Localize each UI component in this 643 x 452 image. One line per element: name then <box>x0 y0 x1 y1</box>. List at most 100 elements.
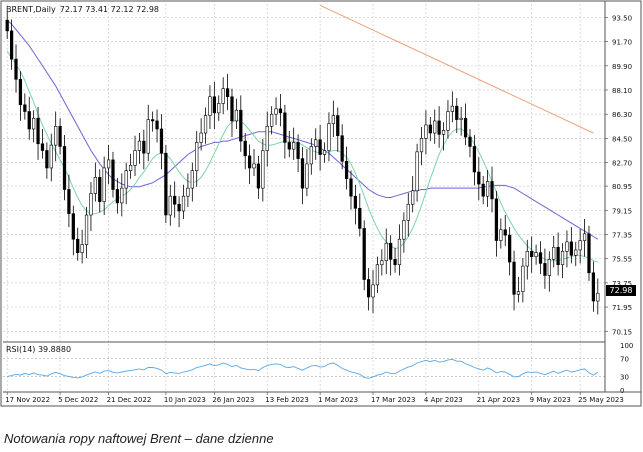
candle-up <box>265 126 269 151</box>
candle-down <box>336 115 340 137</box>
y-tick-label: 86.30 <box>612 111 632 119</box>
y-tick-label: 77.35 <box>612 231 632 239</box>
candle-down <box>177 203 181 212</box>
candles <box>5 12 600 315</box>
candle-down <box>62 146 67 190</box>
axes: 93.50 91.70 89.90 88.10 86.30 84.50 82.70 80.95… <box>5 14 633 404</box>
candle-up <box>84 214 89 245</box>
candle-up <box>441 130 446 135</box>
candle-down <box>358 207 362 229</box>
candle-up <box>516 291 521 295</box>
candle-down <box>23 104 27 112</box>
candle-down <box>366 279 371 298</box>
candle-down <box>283 112 287 143</box>
candle-down <box>159 128 164 154</box>
candle-up <box>106 159 111 169</box>
candle-down <box>18 78 23 106</box>
candle-up <box>560 250 565 266</box>
symbol-label: BRENT,Daily 72.17 73.41 72.12 72.98 <box>6 5 159 14</box>
candle-up <box>375 264 380 286</box>
candle-up <box>331 115 335 124</box>
candle-down <box>151 119 155 122</box>
candle-down <box>111 159 115 190</box>
candle-down <box>437 120 441 135</box>
candle-down <box>393 259 397 266</box>
candle-up <box>124 170 128 189</box>
candle-down <box>36 117 40 145</box>
x-tick-label: 4 Apr 2023 <box>424 396 463 404</box>
rsi-tick-label: 0 <box>620 387 624 395</box>
y-tick-label: 71.95 <box>612 304 632 312</box>
rsi-tick-label: 70 <box>620 356 629 364</box>
rsi-label: RSI(14) 39.8880 <box>6 345 71 354</box>
candle-up <box>314 139 318 147</box>
candle-down <box>98 177 102 202</box>
candle-up <box>133 150 137 166</box>
y-tick-label: 82.70 <box>612 160 632 168</box>
rsi-tick-label: 100 <box>620 342 633 350</box>
candle-down <box>455 105 459 120</box>
candle-up <box>459 117 463 120</box>
x-tick-label: 21 Dec 2022 <box>107 396 152 404</box>
candle-down <box>164 152 168 216</box>
candle-down <box>353 195 358 209</box>
candle-down <box>239 109 243 142</box>
candle-down <box>40 143 45 151</box>
candle-up <box>485 181 490 197</box>
x-tick-label: 17 Nov 2022 <box>5 396 50 404</box>
x-tick-label: 13 Feb 2023 <box>265 396 309 404</box>
candle-up <box>181 195 186 212</box>
candle-up <box>402 220 406 240</box>
candle-up <box>49 144 53 169</box>
y-tick-label: 91.70 <box>612 39 632 47</box>
candle-down <box>225 88 230 98</box>
candle-up <box>146 119 150 154</box>
candle-up <box>186 187 190 197</box>
candle-down <box>472 146 477 173</box>
candle-up <box>582 233 587 241</box>
y-tick-label: 80.95 <box>612 183 632 191</box>
candle-down <box>556 246 560 266</box>
candle-up <box>565 241 569 252</box>
candle-down <box>256 163 261 189</box>
candle-up <box>406 203 410 221</box>
candle-up <box>234 109 239 122</box>
candle-up <box>80 244 84 253</box>
candle-up <box>327 123 331 151</box>
y-tick-label: 75.55 <box>612 256 632 264</box>
candle-up <box>102 167 106 202</box>
candle-up <box>596 292 600 302</box>
figure-caption: Notowania ropy naftowej Brent – dane dzi… <box>4 431 274 446</box>
candle-up <box>32 117 36 130</box>
candle-up <box>534 252 538 257</box>
last-price-label: 72.98 <box>610 286 633 295</box>
candle-up <box>424 124 428 139</box>
candle-down <box>477 171 481 185</box>
candle-up <box>261 150 265 189</box>
candle-down <box>428 124 432 134</box>
candle-up <box>574 249 578 256</box>
candle-down <box>508 234 512 263</box>
candle-up <box>547 259 551 276</box>
candle-up <box>521 265 525 292</box>
chart-frame <box>0 0 642 407</box>
x-tick-label: 21 Apr 2023 <box>477 396 520 404</box>
candle-up <box>270 113 274 127</box>
candle-up <box>203 115 208 134</box>
x-tick-label: 9 May 2023 <box>530 396 571 404</box>
candle-down <box>512 261 516 295</box>
candle-down <box>481 183 485 197</box>
candle-down <box>569 241 573 256</box>
candle-up <box>371 284 375 298</box>
x-tick-label: 1 Mar 2023 <box>318 396 358 404</box>
rsi-tick-label: 30 <box>620 374 629 382</box>
candle-up <box>322 150 327 155</box>
candle-up <box>190 170 194 189</box>
candle-up <box>552 246 556 260</box>
candle-up <box>419 138 424 153</box>
candle-down <box>71 213 75 240</box>
candle-down <box>173 195 177 205</box>
candle-down <box>503 229 507 236</box>
candle-up <box>380 260 384 266</box>
candle-down <box>287 142 291 150</box>
